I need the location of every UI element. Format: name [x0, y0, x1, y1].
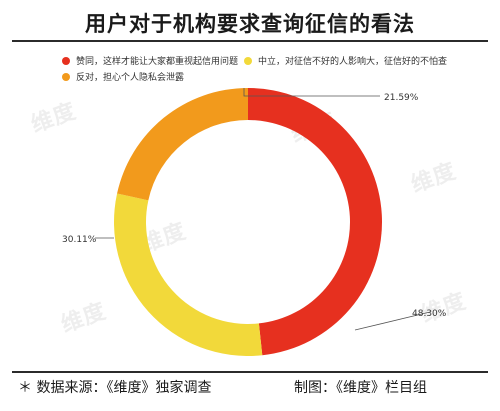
legend-item-neutral: 中立，对征信不好的人影响大，征信好的不怕查 [244, 54, 447, 67]
legend-label: 中立，对征信不好的人影响大，征信好的不怕查 [258, 57, 448, 67]
label-oppose: 21.59% [384, 93, 419, 103]
label-neutral: 30.11% [62, 235, 97, 245]
slice-oppose [117, 88, 248, 201]
legend-label: 赞同，这样才能让大家都重视起信用问题 [76, 57, 239, 67]
legend-item-oppose: 反对，担心个人隐私会泄露 [62, 70, 184, 83]
legend-swatch [62, 56, 70, 65]
slice-agree [248, 88, 383, 356]
label-agree: 48.30% [412, 309, 447, 319]
footer-divider [12, 371, 488, 373]
leader-line [354, 311, 431, 331]
leader-line [243, 88, 380, 97]
title-divider [12, 40, 488, 42]
legend-item-agree: 赞同，这样才能让大家都重视起信用问题 [62, 54, 238, 67]
chart-title: 用户对于机构要求查询征信的看法 [85, 11, 415, 36]
data-source: ＊ 数据来源：《维度》独家调查 [18, 380, 212, 396]
legend-swatch [62, 72, 70, 81]
chart-credit: 制图：《维度》栏目组 [294, 380, 427, 396]
legend-label: 反对，担心个人隐私会泄露 [76, 73, 185, 83]
slice-neutral [113, 193, 263, 356]
legend-swatch [244, 56, 252, 65]
